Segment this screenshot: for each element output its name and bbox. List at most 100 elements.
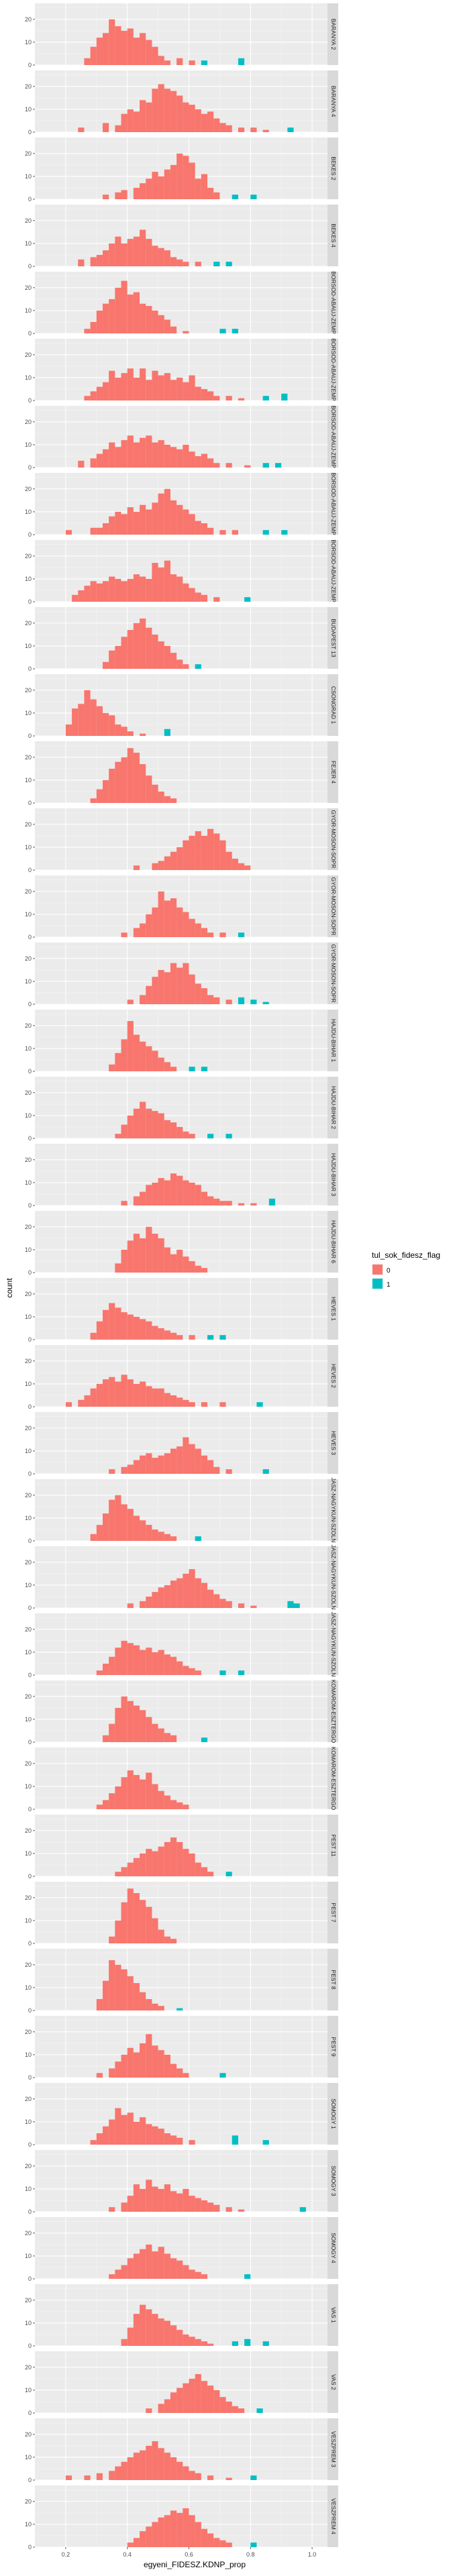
y-tick-label: 20: [25, 2431, 32, 2438]
histogram-bar: [146, 1849, 152, 1876]
histogram-bar: [164, 2054, 170, 2078]
histogram-bar: [170, 1536, 177, 1541]
y-tick-label: 10: [25, 307, 32, 314]
facet-panel: 0 10 20 HAJDU-BIHAR 3: [25, 1144, 338, 1209]
histogram-bar: [238, 1603, 245, 1608]
y-tick-label: 10: [25, 240, 32, 247]
histogram-bar: [115, 724, 121, 736]
histogram-bar: [177, 659, 183, 669]
histogram-bar: [146, 1321, 152, 1340]
histogram-bar: [189, 2471, 195, 2480]
y-tick-label: 20: [25, 2230, 32, 2237]
histogram-bar: [164, 1795, 170, 1809]
histogram-bar: [164, 488, 170, 535]
histogram-bar: [195, 983, 201, 1004]
histogram-bar: [133, 1383, 140, 1407]
histogram-bar: [238, 2408, 245, 2413]
histogram-bar: [164, 1654, 170, 1675]
facet-strip-label: PEST 9: [330, 2037, 337, 2056]
y-tick-label: 10: [25, 2320, 32, 2326]
facet-panel: 0 10 20 FEJER 4: [25, 741, 338, 806]
y-tick-label: 10: [25, 2253, 32, 2259]
histogram-bar: [164, 319, 170, 333]
y-tick-label: 20: [25, 1962, 32, 1968]
histogram-bar: [146, 2408, 152, 2413]
histogram-bar: [140, 1041, 146, 1071]
histogram-bar: [225, 2477, 232, 2480]
histogram-bar: [195, 923, 201, 937]
y-tick-label: 0: [28, 531, 32, 538]
histogram-bar-flagged: [287, 127, 294, 132]
histogram-bar: [164, 1180, 170, 1205]
histogram-bar: [146, 2180, 152, 2212]
facet-panel: 0 10 20 KOMAROM-ESZTERGO: [25, 1747, 338, 1813]
histogram-bar: [189, 2378, 195, 2413]
histogram-bar: [90, 391, 97, 400]
histogram-bar: [133, 1983, 140, 2010]
histogram-bar: [140, 229, 146, 266]
histogram-bar: [170, 653, 177, 669]
histogram-bar: [121, 1466, 128, 1474]
histogram-bar: [170, 1448, 177, 1474]
histogram-bar: [177, 1249, 183, 1273]
facet-panel: 0 10 20 SOMOGY 4: [25, 2217, 338, 2282]
y-tick-label: 20: [25, 620, 32, 627]
histogram-bar: [201, 2341, 208, 2346]
histogram-bar: [78, 590, 85, 602]
histogram-bar: [177, 2068, 183, 2078]
y-tick-label: 10: [25, 2051, 32, 2058]
histogram-bar: [146, 435, 152, 468]
histogram-bar: [115, 511, 121, 535]
y-tick-label: 20: [25, 217, 32, 224]
histogram-bar: [177, 2512, 183, 2547]
histogram-bar-flagged: [262, 1002, 269, 1004]
histogram-bar: [201, 594, 208, 602]
histogram-bar: [201, 1582, 208, 1608]
y-tick-label: 0: [28, 1605, 32, 1611]
histogram-bar: [170, 1735, 177, 1742]
histogram-bar: [121, 1969, 128, 2010]
histogram-bar: [115, 1263, 121, 1273]
histogram-bar: [140, 576, 146, 602]
y-tick-label: 10: [25, 1313, 32, 1320]
histogram-bar: [140, 2450, 146, 2480]
histogram-bar: [177, 2260, 183, 2279]
histogram-bar: [140, 1455, 146, 1474]
histogram-bar: [177, 1126, 183, 1138]
histogram-bar: [140, 2304, 146, 2346]
histogram-bar: [189, 162, 195, 199]
facet-strip: [328, 1748, 338, 1809]
histogram-bar: [201, 388, 208, 400]
histogram-bar: [213, 463, 220, 468]
facet-strip-label: PEST 7: [330, 1902, 337, 1922]
histogram-bar: [96, 386, 103, 400]
histogram-bar: [158, 1587, 164, 1608]
histogram-bar: [102, 303, 109, 333]
histogram-bar: [140, 1710, 146, 1742]
histogram-bar: [152, 2251, 158, 2279]
facet-strip: [328, 1412, 338, 1474]
y-tick-label: 10: [25, 1850, 32, 1857]
histogram-bar-flagged: [256, 1402, 263, 1407]
histogram-bar: [127, 294, 134, 333]
facet-strip-label: HAJDU-BIHAR 2: [330, 1086, 337, 1130]
histogram-bar: [158, 2448, 164, 2480]
facet-panel: 0 10 20 HAJDU-BIHAR 2: [25, 1077, 338, 1142]
histogram-bar: [213, 597, 220, 602]
histogram-bar: [170, 447, 177, 468]
histogram-bar: [219, 1201, 226, 1205]
facet-panel: 0 10 20 BEKES 2: [25, 138, 338, 203]
histogram-bar: [96, 706, 103, 736]
y-tick-label: 0: [28, 2410, 32, 2416]
histogram-bar: [65, 530, 72, 535]
facet-panel: 0 10 20 PEST 7: [25, 1882, 338, 1947]
histogram-bar: [78, 460, 85, 468]
histogram-bar: [127, 1240, 134, 1273]
histogram-bar: [140, 100, 146, 132]
histogram-bar: [115, 1381, 121, 1407]
histogram-bar: [164, 645, 170, 669]
histogram-bar: [183, 840, 189, 870]
histogram-bar: [121, 514, 128, 535]
histogram-bar: [127, 2457, 134, 2480]
histogram-bar: [140, 1520, 146, 1541]
